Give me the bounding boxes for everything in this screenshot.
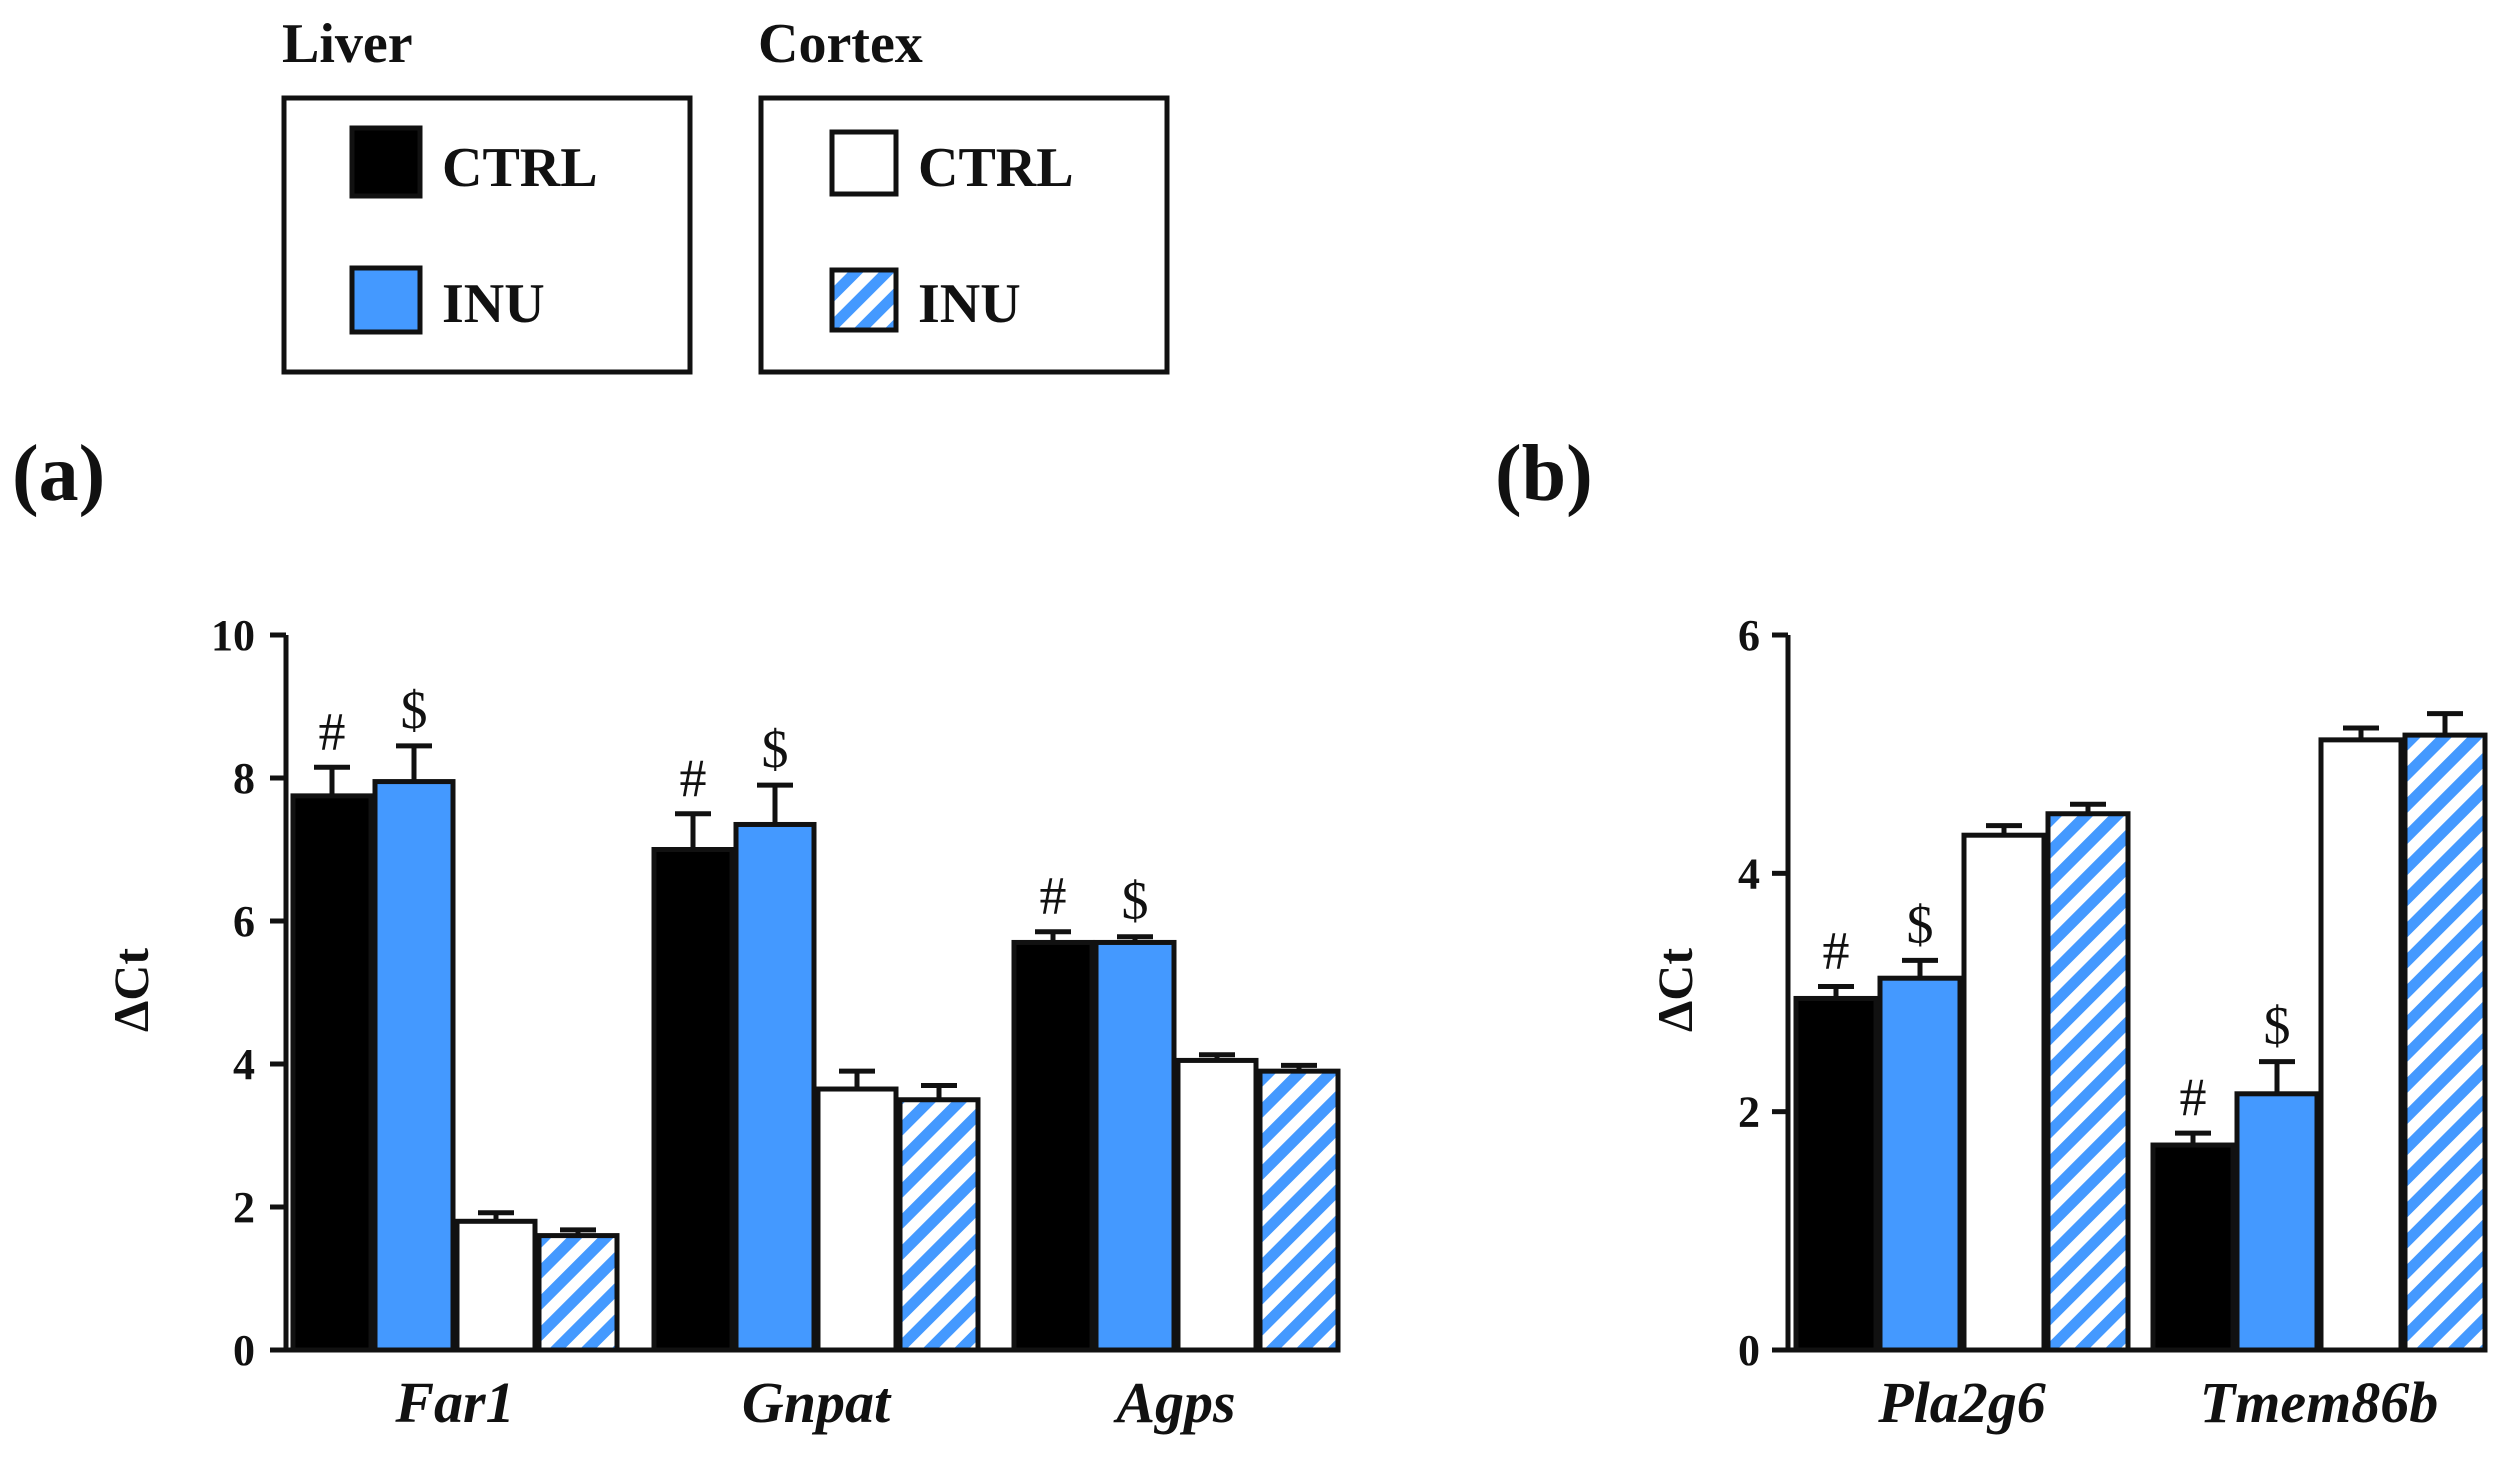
bar-far1-cortex-ctrl — [454, 1218, 538, 1353]
category-label-far1: Far1 — [394, 1370, 514, 1435]
legend-group-liver: Liver CTRL INU — [281, 13, 693, 375]
legend-group-cortex: Cortex CTRL INU — [758, 13, 1170, 375]
panel-label-a: (a) — [12, 430, 105, 518]
bar-agps-cortex-ctrl — [1175, 1057, 1259, 1353]
y-tick-label-4: 4 — [233, 1040, 255, 1089]
sig-marker-far1-liver-ctrl: # — [319, 701, 346, 761]
bar-gnpat-liver-inu — [733, 821, 817, 1353]
bar-agps-liver-ctrl — [1011, 939, 1095, 1353]
y-tick-label-4: 4 — [1738, 849, 1760, 898]
category-label-tmem86b: Tmem86b — [2200, 1370, 2438, 1435]
bars: # $ # $ # $ — [290, 680, 1341, 1353]
bar-far1-liver-ctrl — [290, 793, 374, 1353]
legend-label-liver-inu: INU — [442, 273, 545, 335]
panel-label-b: (b) — [1495, 430, 1593, 518]
category-label-gnpat: Gnpat — [742, 1370, 892, 1435]
sig-marker-pla2g6-liver-ctrl: # — [1823, 921, 1850, 981]
bar-pla2g6-liver-ctrl — [1793, 995, 1879, 1353]
y-tick-label-6: 6 — [233, 897, 255, 946]
chart-a: ΔCt 0 2 4 6 8 10 # $ # $ # $ Far1 Gnpat Agps — [103, 611, 1341, 1435]
bar-tmem86b-cortex-ctrl — [2318, 737, 2404, 1353]
bar-agps-cortex-inu — [1257, 1068, 1341, 1353]
y-tick-label-2: 2 — [1738, 1088, 1760, 1137]
bar-pla2g6-cortex-inu — [2045, 811, 2131, 1353]
bar-pla2g6-liver-inu — [1877, 975, 1963, 1353]
legend-box-liver — [281, 95, 693, 375]
bar-gnpat-cortex-ctrl — [815, 1086, 899, 1353]
bar-gnpat-cortex-inu — [897, 1097, 981, 1353]
category-label-agps: Agps — [1113, 1370, 1235, 1435]
bar-tmem86b-cortex-inu — [2402, 732, 2488, 1353]
y-tick-label-8: 8 — [233, 754, 255, 803]
category-label-pla2g6: Pla2g6 — [1877, 1370, 2046, 1435]
legend-swatch-liver-ctrl — [349, 125, 423, 199]
sig-marker-agps-liver-inu: $ — [1122, 871, 1149, 931]
sig-marker-gnpat-liver-ctrl: # — [680, 748, 707, 808]
legend-label-liver-ctrl: CTRL — [442, 137, 598, 199]
chart-b: ΔCt 0 2 4 6 # $ # $ Pla2g6 Tmem86b — [1647, 611, 2488, 1435]
bars: # $ # $ — [1793, 711, 2488, 1353]
sig-marker-tmem86b-liver-inu: $ — [2264, 996, 2291, 1056]
bar-agps-liver-inu — [1093, 939, 1177, 1353]
bar-tmem86b-liver-inu — [2234, 1091, 2320, 1353]
bar-tmem86b-liver-ctrl — [2150, 1142, 2236, 1353]
bar-pla2g6-cortex-ctrl — [1961, 832, 2047, 1353]
legend-swatch-cortex-ctrl — [829, 129, 899, 197]
bar-gnpat-liver-ctrl — [651, 847, 735, 1353]
sig-marker-tmem86b-liver-ctrl: # — [2180, 1067, 2207, 1127]
legend-label-cortex-inu: INU — [918, 273, 1021, 335]
bar-far1-cortex-inu — [536, 1233, 620, 1353]
sig-marker-far1-liver-inu: $ — [401, 680, 428, 740]
y-tick-label-6: 6 — [1738, 611, 1760, 660]
y-tick-label-10: 10 — [211, 611, 255, 660]
y-axis-label-b: ΔCt — [1647, 948, 1703, 1032]
sig-marker-agps-liver-ctrl: # — [1040, 866, 1067, 926]
legend-box-cortex — [758, 95, 1170, 375]
y-tick-label-2: 2 — [233, 1183, 255, 1232]
legend-label-cortex-ctrl: CTRL — [918, 137, 1074, 199]
bar-far1-liver-inu — [372, 779, 456, 1353]
legend-title-cortex: Cortex — [758, 13, 923, 75]
legend-title-liver: Liver — [282, 13, 413, 75]
sig-marker-gnpat-liver-inu: $ — [762, 719, 789, 779]
y-tick-label-0: 0 — [1738, 1326, 1760, 1375]
sig-marker-pla2g6-liver-inu: $ — [1907, 894, 1934, 954]
legend-swatch-liver-inu — [349, 265, 423, 335]
y-tick-label-0: 0 — [233, 1326, 255, 1375]
y-axis-label-a: ΔCt — [103, 948, 159, 1032]
legend: Liver CTRL INU Cortex CTRL INU — [281, 13, 1170, 375]
legend-swatch-cortex-inu — [829, 267, 899, 333]
